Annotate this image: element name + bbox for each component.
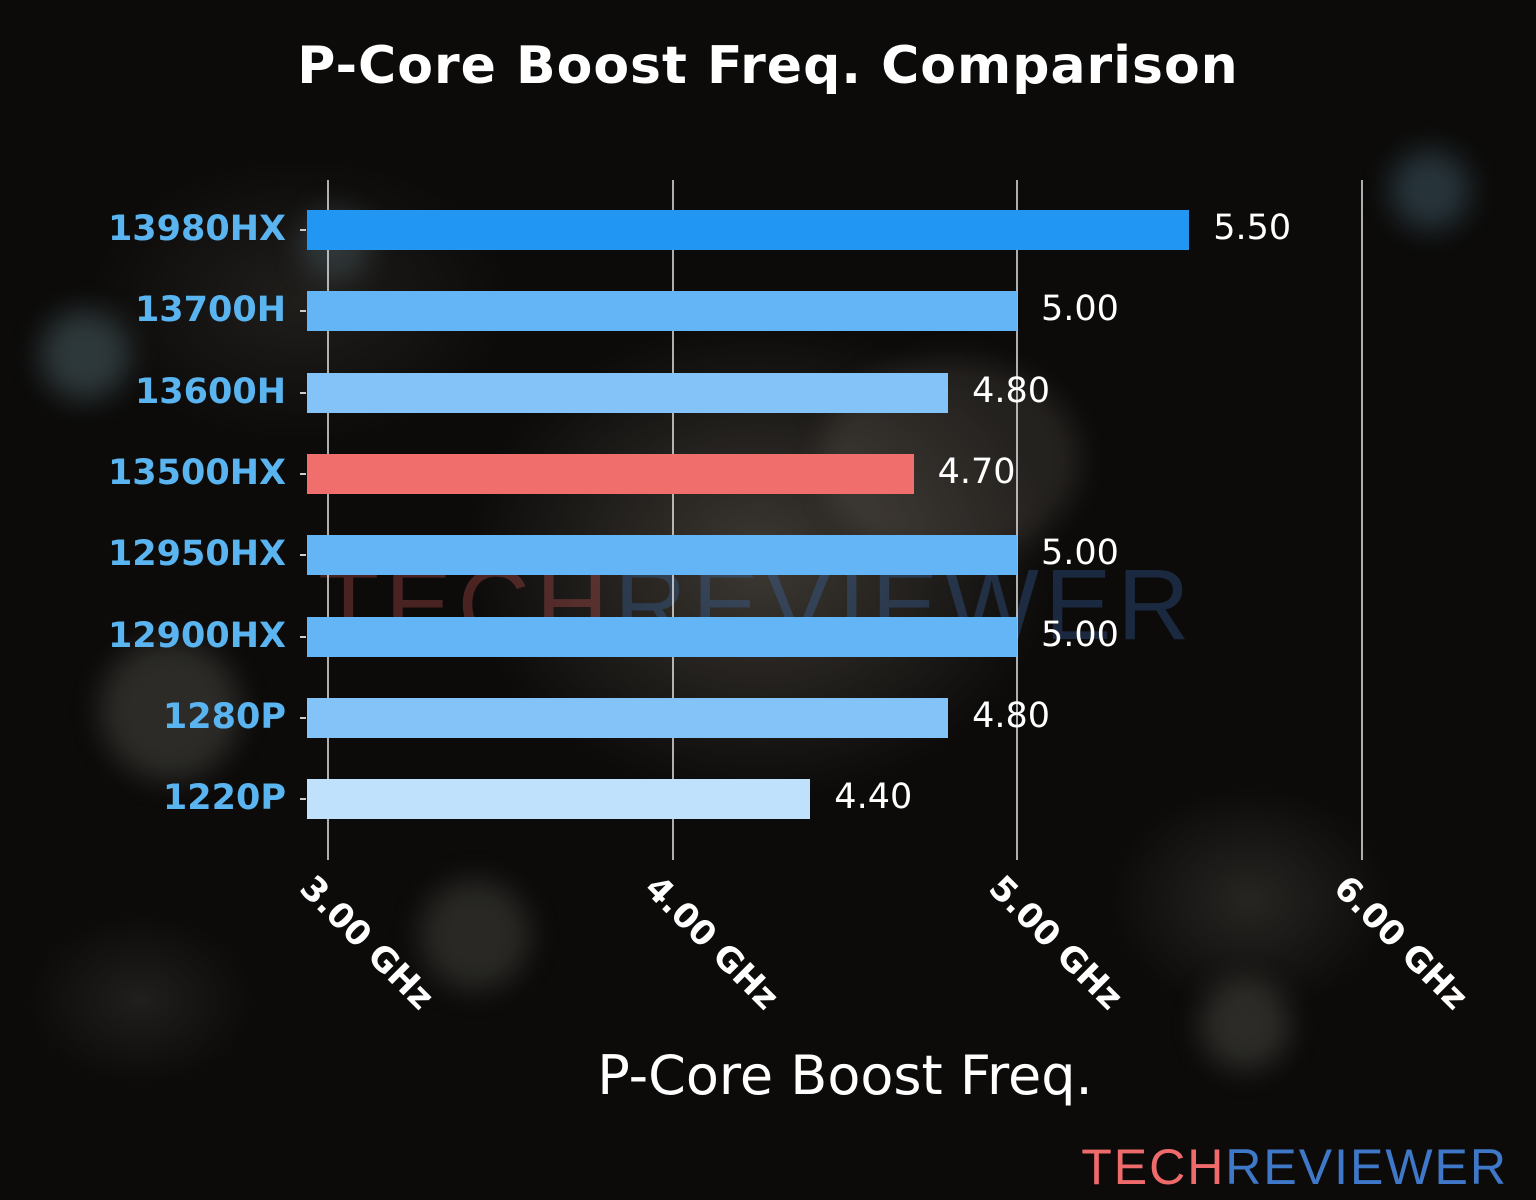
bar-13700h <box>307 291 1017 332</box>
y-tick <box>300 798 306 801</box>
y-tick-label: 13600H <box>134 371 286 412</box>
y-tick-label: 12950HX <box>107 534 286 575</box>
value-label: 5.00 <box>1041 533 1119 574</box>
y-tick <box>300 554 306 557</box>
y-tick-label: 13500HX <box>107 452 286 493</box>
bar-1220p <box>307 779 811 820</box>
y-tick <box>300 472 306 475</box>
gridline <box>1360 180 1363 860</box>
value-label: 4.70 <box>937 451 1016 492</box>
y-tick-label: 1280P <box>162 696 286 737</box>
value-label: 4.80 <box>972 370 1051 411</box>
bar-13980hx <box>307 210 1190 250</box>
y-tick <box>300 391 306 394</box>
value-label: 4.80 <box>972 695 1051 736</box>
chart-title: P-Core Boost Freq. Comparison <box>297 36 1239 96</box>
x-axis-label: P-Core Boost Freq. <box>597 1044 1093 1107</box>
gridline <box>1016 180 1018 860</box>
logo-part-reviewer: REVIEWER <box>1225 1139 1508 1195</box>
y-tick <box>300 310 306 313</box>
value-label: 5.00 <box>1041 289 1119 330</box>
y-tick <box>300 229 306 231</box>
bar-13500hx <box>307 453 914 494</box>
bar-12950hx <box>307 535 1017 576</box>
y-tick-label: 1220P <box>162 778 286 819</box>
y-tick <box>300 635 306 638</box>
y-tick-label: 13980HX <box>107 209 286 249</box>
logo-part-tech: TECH <box>1081 1139 1226 1195</box>
y-tick <box>300 716 306 719</box>
value-label: 5.50 <box>1213 208 1292 248</box>
gridline <box>671 180 674 860</box>
bar-13600h <box>307 372 949 413</box>
value-label: 4.40 <box>834 777 913 818</box>
value-label: 5.00 <box>1041 614 1119 655</box>
bar-1280p <box>307 697 949 738</box>
y-tick-label: 12900HX <box>107 615 286 656</box>
bar-12900hx <box>307 616 1017 657</box>
y-tick-label: 13700H <box>134 290 286 331</box>
gridline <box>327 180 329 860</box>
techreviewer-logo: TECHREVIEWER <box>1081 1138 1508 1196</box>
